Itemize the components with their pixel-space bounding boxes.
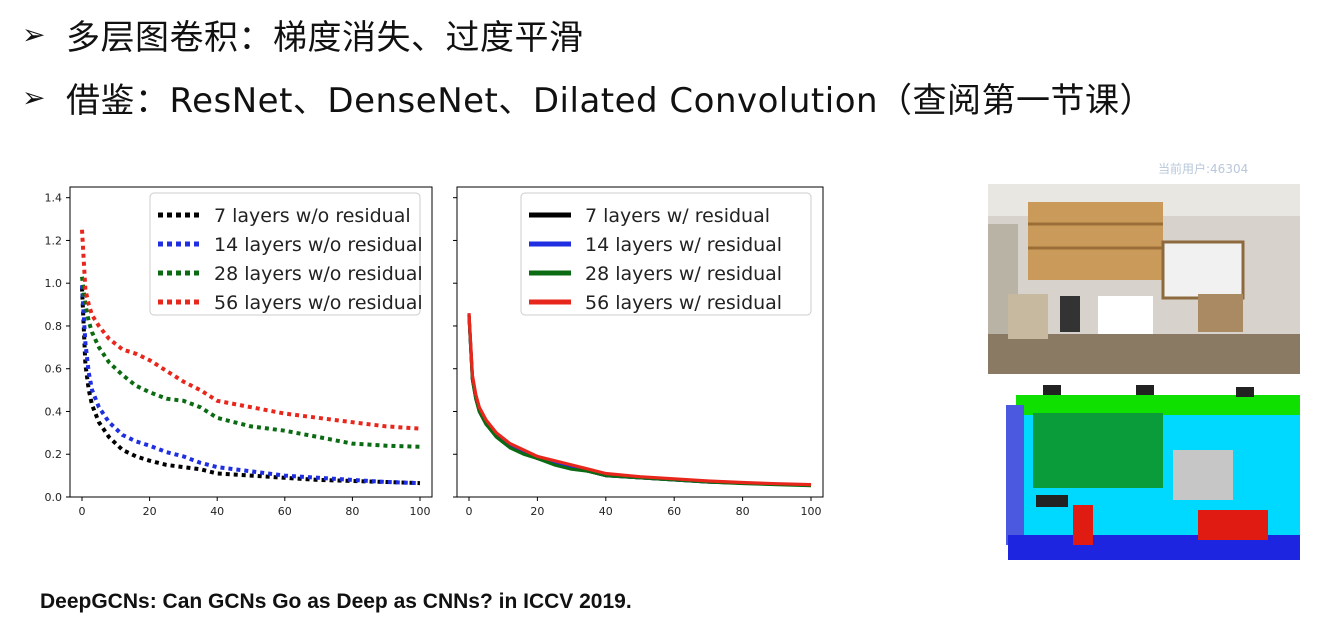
series-line-4	[467, 313, 812, 487]
y-tick-label: 1.2	[45, 234, 63, 247]
x-tick-label: 100	[410, 505, 431, 518]
x-tick-label: 20	[530, 505, 544, 518]
legend-label-3: 28 layers w/o residual	[214, 263, 423, 285]
x-tick-label: 80	[345, 505, 359, 518]
user-watermark: 当前用户:46304	[1158, 162, 1249, 176]
series-line-2	[80, 285, 421, 486]
legend-label-4: 56 layers w/o residual	[214, 292, 423, 314]
x-tick-label: 80	[736, 505, 750, 518]
paper-citation: DeepGCNs: Can GCNs Go as Deep as CNNs? i…	[40, 590, 632, 613]
y-tick-label: 0.4	[45, 405, 63, 418]
y-tick-label: 0.6	[45, 363, 63, 376]
loss-charts: 0 20 40 60 80 100 0.0 0.2 0.4 0.6 0.8 1.0 1.2 1.4 7 la…	[45, 186, 824, 518]
series-line-3	[80, 276, 421, 449]
legend-box	[520, 192, 812, 316]
y-tick-label: 0.2	[45, 448, 63, 461]
x-tick-label: 0	[79, 505, 86, 518]
x-tick-label: 0	[466, 505, 473, 518]
legend-label-4: 56 layers w/ residual	[585, 292, 782, 314]
x-tick-label: 20	[143, 505, 157, 518]
bullet-1: ➢ 多层图卷积：梯度消失、过度平滑	[22, 10, 584, 59]
legend-label-2: 14 layers w/o residual	[214, 234, 423, 256]
chart-panel-1: 0 20 40 60 80 100 0.0 0.2 0.4 0.6 0.8 1.0 1.2 1.4 7 la…	[45, 186, 433, 518]
x-tick-label: 60	[278, 505, 292, 518]
bullet-2: ➢ 借鉴：ResNet、DenseNet、Dilated Convolution…	[22, 73, 1154, 122]
legend-label-3: 28 layers w/ residual	[585, 263, 782, 285]
x-tick-label: 60	[667, 505, 681, 518]
bullet-text: 借鉴：ResNet、DenseNet、Dilated Convolution（查…	[66, 81, 1155, 121]
series-line-1	[80, 287, 421, 486]
arrow-bullet-icon: ➢	[22, 81, 46, 114]
scene-photo-pointcloud	[988, 184, 1300, 374]
x-tick-label: 40	[599, 505, 613, 518]
bullet-text: 多层图卷积：梯度消失、过度平滑	[66, 18, 584, 58]
legend-label-2: 14 layers w/ residual	[585, 234, 782, 256]
legend-box	[149, 192, 421, 316]
y-tick-label: 0.8	[45, 320, 63, 333]
x-tick-label: 100	[801, 505, 822, 518]
chart-panel-2: 0 20 40 60 80 100 7 layers w/ residual 14 layer…	[453, 186, 824, 518]
y-tick-label: 1.0	[45, 277, 63, 290]
legend-label-1: 7 layers w/ residual	[585, 205, 770, 227]
x-tick-label: 40	[210, 505, 224, 518]
y-tick-label: 1.4	[45, 192, 63, 205]
y-tick-label: 0.0	[45, 491, 63, 504]
arrow-bullet-icon: ➢	[22, 18, 46, 51]
scene-segmentation	[988, 385, 1300, 580]
legend-label-1: 7 layers w/o residual	[214, 205, 411, 227]
